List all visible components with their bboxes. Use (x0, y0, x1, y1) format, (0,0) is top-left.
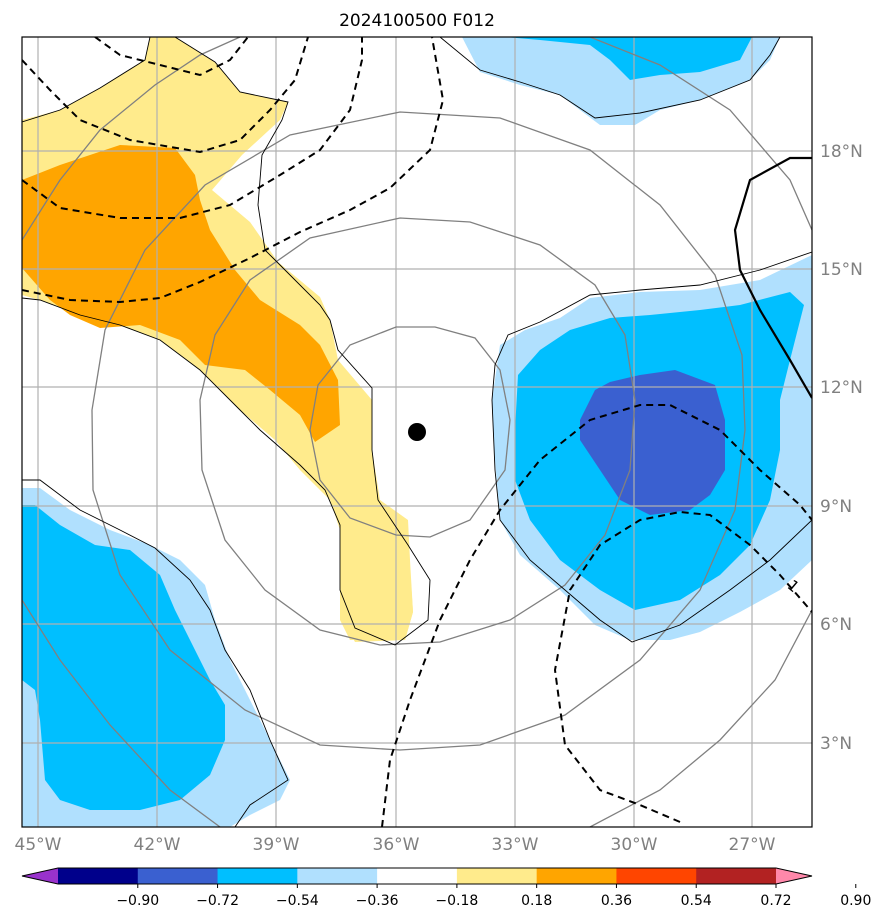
y-tick-labels: 18°N 15°N 12°N 9°N 6°N 3°N (820, 142, 863, 754)
colorbar-extend-low (22, 868, 58, 884)
y-tick-label: 12°N (820, 378, 863, 398)
colorbar-tick-label: −0.72 (196, 893, 239, 909)
outline-north (439, 37, 781, 119)
storm-center-marker (408, 423, 426, 441)
y-tick-label: 3°N (820, 734, 852, 754)
range-ring-4b (589, 37, 812, 231)
dashed-contour-4 (94, 37, 249, 77)
colorbar-tick-label: −0.54 (276, 893, 319, 909)
negative-anomaly-blue-southwest (22, 505, 225, 810)
y-tick-label: 9°N (820, 497, 852, 517)
negative-anomaly-blue-north (505, 37, 752, 80)
colorbar-segment (137, 868, 219, 884)
positive-anomaly-light-south (340, 505, 413, 642)
colorbar-tick-label: −0.36 (356, 893, 399, 909)
x-tick-label: 36°W (373, 835, 420, 855)
colorbar-tick-label: 0.72 (760, 893, 791, 909)
colorbar-tick-label: 0.36 (601, 893, 632, 909)
outline-west-2 (22, 37, 431, 646)
x-tick-label: 45°W (15, 835, 62, 855)
positive-anomaly-orange (22, 145, 340, 442)
colorbar-outline (21, 867, 813, 885)
range-ring-3 (91, 111, 746, 751)
colorbar-tick-label: −0.90 (116, 893, 159, 909)
x-tick-label: 33°W (492, 835, 539, 855)
outline-east (491, 251, 812, 643)
dashed-contour-2 (22, 37, 363, 219)
colorbar-segment (58, 868, 139, 884)
range-ring-2 (199, 217, 636, 646)
colorbar-segment (217, 868, 298, 884)
colorbar-segment (456, 868, 538, 884)
dashed-contour-1 (22, 37, 309, 154)
colorbar-segment (536, 868, 617, 884)
negative-anomaly-dark-east (580, 370, 725, 515)
dashed-contour-6 (553, 510, 812, 823)
solid-contour-east (733, 156, 812, 399)
y-tick-label: 18°N (820, 142, 863, 162)
x-tick-labels: 45°W 42°W 39°W 36°W 33°W 30°W 27°W (15, 835, 776, 855)
colorbar-segment (297, 868, 378, 884)
x-tick-label: 42°W (134, 835, 181, 855)
y-tick-label: 6°N (820, 615, 852, 635)
y-tick-label: 15°N (820, 260, 863, 280)
outline-west (22, 37, 151, 123)
range-ring-4 (22, 37, 241, 241)
range-ring-4d (589, 609, 812, 827)
colorbar-tick-label: −0.18 (435, 893, 478, 909)
range-ring-1 (309, 326, 511, 538)
dashed-contour-3 (22, 37, 445, 304)
colorbar: −0.90 −0.72 −0.54 −0.36 −0.18 0.18 0.36 0.54 0.7… (21, 867, 871, 909)
x-tick-label: 39°W (253, 835, 300, 855)
range-ring-4c (22, 599, 221, 827)
x-tick-label: 27°W (729, 835, 776, 855)
range-rings (22, 37, 812, 827)
anomaly-outlines (22, 37, 812, 827)
map-grid (22, 37, 812, 827)
dashed-contours (22, 37, 812, 827)
colorbar-extend-high (776, 868, 812, 884)
colorbar-tick-label: 0.90 (840, 893, 871, 909)
outline-southwest (22, 479, 289, 827)
colorbar-segment (377, 868, 458, 884)
colorbar-tick-label: 0.54 (681, 893, 712, 909)
colorbar-segment (696, 868, 777, 884)
colorbar-segment (616, 868, 697, 884)
map-frame (21, 36, 813, 828)
map-title: 2024100500 F012 (339, 11, 495, 31)
dashed-contour-5 (381, 404, 812, 827)
x-tick-label: 30°W (611, 835, 658, 855)
colorbar-tick-label: 0.18 (521, 893, 552, 909)
